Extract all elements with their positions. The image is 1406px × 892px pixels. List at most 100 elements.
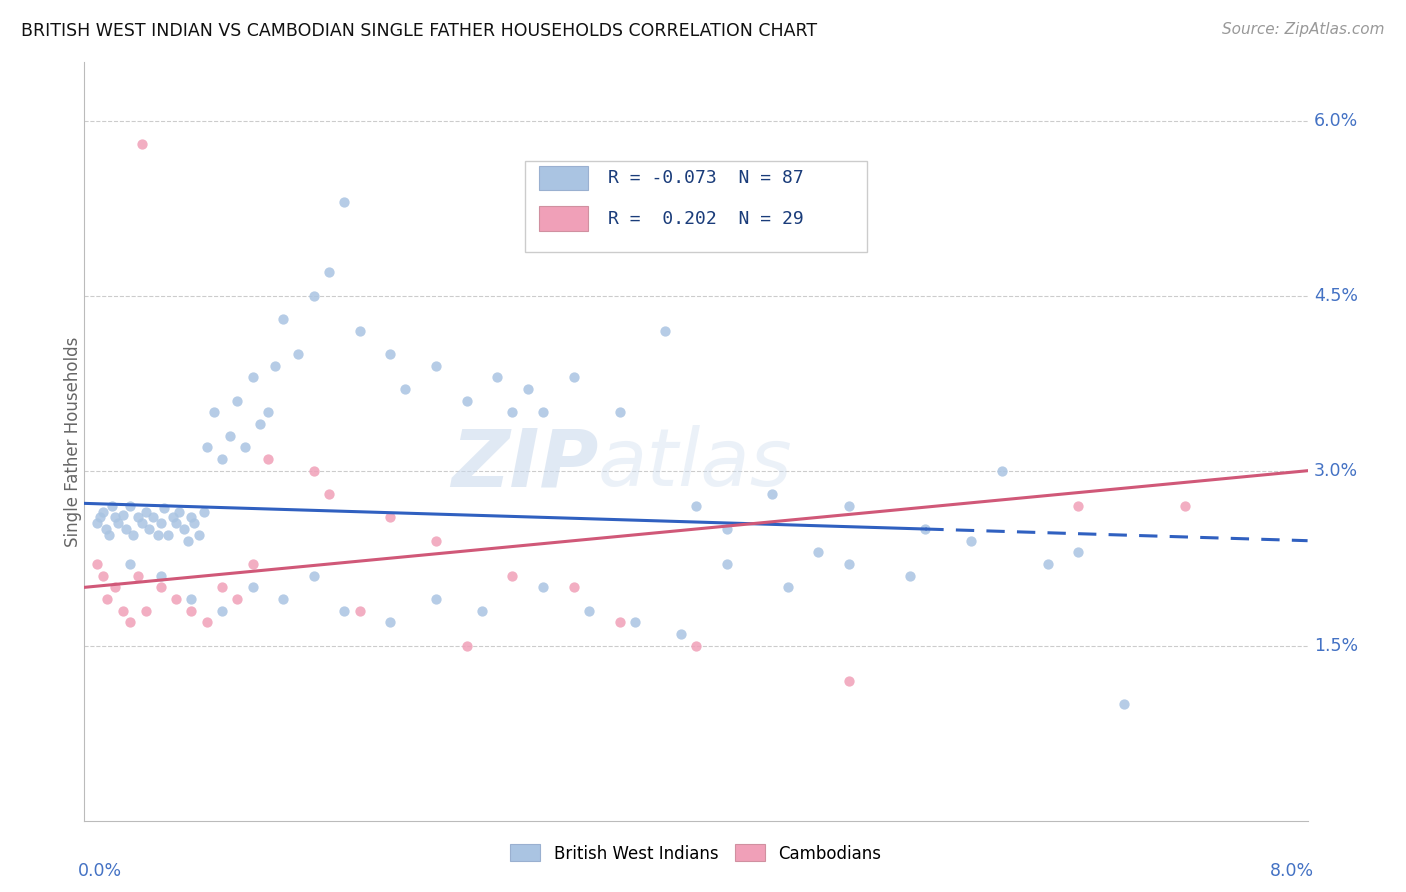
Point xyxy=(94,522,117,536)
Point xyxy=(127,568,149,582)
Text: ZIP: ZIP xyxy=(451,425,598,503)
Point xyxy=(180,510,202,524)
Point xyxy=(188,528,211,542)
Point xyxy=(302,568,325,582)
Point xyxy=(349,604,371,618)
Point xyxy=(333,195,356,210)
Text: 1.5%: 1.5% xyxy=(1313,637,1358,655)
Point xyxy=(193,504,215,518)
Point xyxy=(202,405,225,419)
Point xyxy=(101,499,124,513)
Point xyxy=(471,604,494,618)
Point xyxy=(761,487,783,501)
Point xyxy=(149,568,172,582)
FancyBboxPatch shape xyxy=(540,206,588,231)
Point xyxy=(89,510,111,524)
Point xyxy=(177,533,200,548)
Point xyxy=(1114,697,1136,711)
FancyBboxPatch shape xyxy=(540,166,588,190)
Point xyxy=(218,428,240,442)
Point xyxy=(104,580,127,594)
Point xyxy=(271,592,294,607)
Point xyxy=(960,533,983,548)
Point xyxy=(838,499,860,513)
Point xyxy=(135,604,157,618)
Text: R = -0.073  N = 87: R = -0.073 N = 87 xyxy=(607,169,804,186)
Point xyxy=(302,289,325,303)
Point xyxy=(183,516,205,531)
Point xyxy=(456,393,478,408)
Point xyxy=(104,510,127,524)
Point xyxy=(114,522,136,536)
Point xyxy=(233,441,256,455)
Point xyxy=(111,604,134,618)
Point xyxy=(302,464,325,478)
Point xyxy=(86,516,108,531)
Point xyxy=(257,405,280,419)
Point xyxy=(716,522,738,536)
Point xyxy=(153,501,176,516)
Point xyxy=(562,580,585,594)
Point xyxy=(120,557,142,571)
Point xyxy=(91,504,114,518)
Point xyxy=(991,464,1014,478)
Point xyxy=(131,137,153,152)
Point xyxy=(195,615,218,630)
Point xyxy=(578,604,600,618)
Point xyxy=(111,508,134,522)
Point xyxy=(380,615,402,630)
Point xyxy=(531,580,554,594)
Point xyxy=(776,580,799,594)
Point xyxy=(380,347,402,361)
Text: Source: ZipAtlas.com: Source: ZipAtlas.com xyxy=(1222,22,1385,37)
Point xyxy=(838,557,860,571)
Point xyxy=(685,639,707,653)
Point xyxy=(180,604,202,618)
Point xyxy=(609,405,631,419)
Point xyxy=(211,452,233,467)
Point xyxy=(669,627,692,641)
Point xyxy=(287,347,309,361)
Point xyxy=(165,516,187,531)
Point xyxy=(242,580,264,594)
Text: 8.0%: 8.0% xyxy=(1270,863,1313,880)
Point xyxy=(135,504,157,518)
Text: atlas: atlas xyxy=(598,425,793,503)
Point xyxy=(1036,557,1059,571)
Text: 0.0%: 0.0% xyxy=(79,863,122,880)
Point xyxy=(609,615,631,630)
Point xyxy=(97,528,120,542)
Point xyxy=(211,580,233,594)
Point xyxy=(898,568,921,582)
Point xyxy=(226,393,249,408)
Point xyxy=(807,545,830,559)
Point xyxy=(333,604,356,618)
Point xyxy=(486,370,509,384)
Point xyxy=(257,452,280,467)
Point xyxy=(654,324,676,338)
Point xyxy=(127,510,149,524)
Point xyxy=(1067,499,1090,513)
Point xyxy=(1174,499,1197,513)
Point xyxy=(318,265,340,279)
Point xyxy=(394,382,416,396)
Point xyxy=(838,673,860,688)
Point xyxy=(120,499,142,513)
Point xyxy=(349,324,371,338)
Text: 6.0%: 6.0% xyxy=(1313,112,1358,129)
Point xyxy=(562,370,585,384)
Point xyxy=(195,441,218,455)
Point xyxy=(271,312,294,326)
Point xyxy=(131,516,153,531)
Point xyxy=(318,487,340,501)
Point xyxy=(122,528,145,542)
Point xyxy=(249,417,271,431)
Point xyxy=(91,568,114,582)
Point xyxy=(531,405,554,419)
Text: BRITISH WEST INDIAN VS CAMBODIAN SINGLE FATHER HOUSEHOLDS CORRELATION CHART: BRITISH WEST INDIAN VS CAMBODIAN SINGLE … xyxy=(21,22,817,40)
Point xyxy=(242,370,264,384)
Point xyxy=(142,510,165,524)
Point xyxy=(107,516,129,531)
Point xyxy=(380,510,402,524)
Point xyxy=(149,580,172,594)
